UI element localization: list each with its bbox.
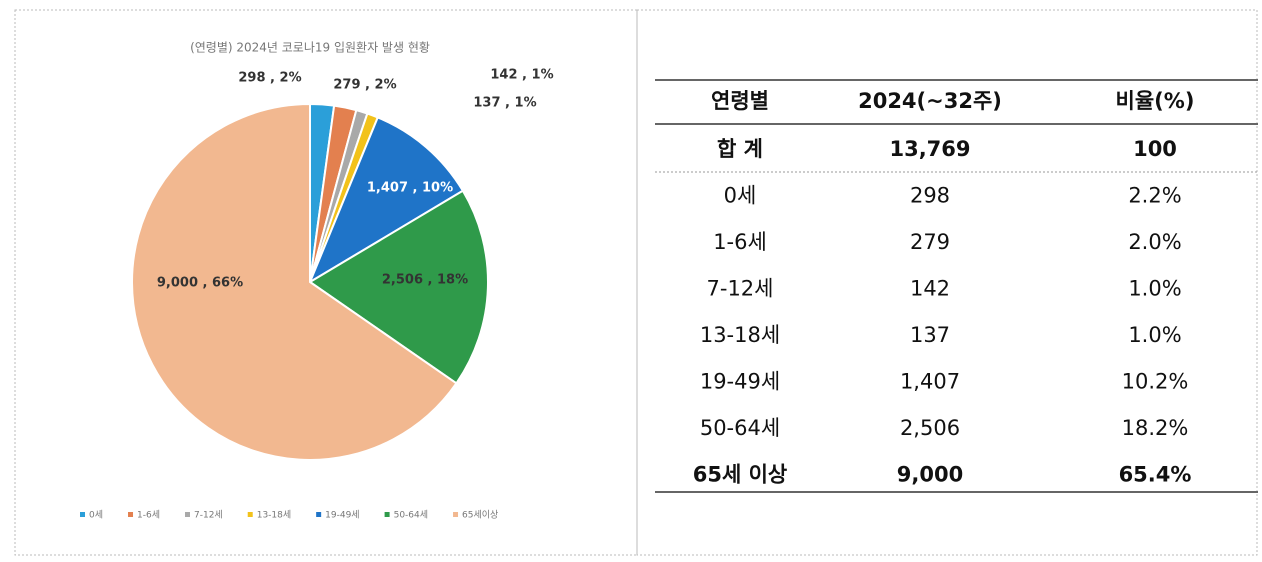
table-header: 2024(~32주) bbox=[858, 89, 1002, 113]
table-cell: 18.2% bbox=[1122, 416, 1189, 440]
data-label: 142 , 1% bbox=[490, 68, 553, 83]
data-label: 9,000 , 66% bbox=[157, 276, 243, 291]
table-cell: 0세 bbox=[724, 184, 757, 208]
data-label: 2,506 , 18% bbox=[382, 273, 468, 288]
table-cell: 137 bbox=[910, 323, 950, 347]
table-cell: 2.0% bbox=[1128, 230, 1181, 254]
pie-slice bbox=[307, 116, 465, 285]
data-label: 1,407 , 10% bbox=[367, 181, 453, 196]
legend-label: 65세이상 bbox=[462, 510, 498, 521]
table-cell: 1-6세 bbox=[713, 230, 767, 254]
legend-label: 50-64세 bbox=[394, 510, 428, 521]
table-header: 연령별 bbox=[711, 89, 769, 113]
table-cell: 1.0% bbox=[1128, 277, 1181, 301]
chart-title: (연령별) 2024년 코로나19 입원환자 발생 현황 bbox=[190, 41, 430, 55]
table-cell: 65.4% bbox=[1119, 463, 1192, 487]
table-cell: 합 계 bbox=[717, 137, 763, 161]
table-cell: 9,000 bbox=[897, 463, 963, 487]
legend-swatch bbox=[453, 512, 459, 517]
legend-label: 1-6세 bbox=[137, 510, 160, 521]
legend-swatch bbox=[247, 512, 253, 517]
pie-slice bbox=[131, 102, 458, 461]
table-cell: 100 bbox=[1133, 137, 1177, 161]
table-cell: 142 bbox=[910, 277, 950, 301]
legend-swatch bbox=[316, 512, 322, 517]
table-frame bbox=[636, 9, 1258, 556]
table-cell: 279 bbox=[910, 230, 950, 254]
table-cell: 13,769 bbox=[889, 137, 970, 161]
legend-label: 13-18세 bbox=[257, 510, 291, 521]
table-cell: 298 bbox=[910, 184, 950, 208]
pie-slice bbox=[308, 189, 489, 385]
chart-frame bbox=[14, 9, 638, 556]
table-cell: 7-12세 bbox=[707, 277, 774, 301]
table-cell: 10.2% bbox=[1122, 370, 1189, 394]
table-cell: 50-64세 bbox=[700, 416, 780, 440]
legend-swatch bbox=[384, 512, 390, 517]
legend-swatch bbox=[185, 512, 190, 517]
table-cell: 65세 이상 bbox=[693, 463, 788, 487]
table-cell: 2.2% bbox=[1128, 184, 1181, 208]
legend-label: 7-12세 bbox=[194, 510, 223, 521]
legend-swatch bbox=[80, 512, 85, 517]
legend-label: 19-49세 bbox=[325, 510, 359, 521]
data-label: 279 , 2% bbox=[333, 78, 396, 93]
table-cell: 13-18세 bbox=[700, 323, 780, 347]
table-cell: 1.0% bbox=[1128, 323, 1181, 347]
data-label: 298 , 2% bbox=[238, 71, 301, 86]
table-header: 비율(%) bbox=[1116, 89, 1195, 113]
table-cell: 2,506 bbox=[900, 416, 960, 440]
table-cell: 19-49세 bbox=[700, 370, 780, 394]
data-label: 137 , 1% bbox=[473, 96, 536, 111]
legend-swatch bbox=[128, 512, 134, 517]
table-cell: 1,407 bbox=[900, 370, 960, 394]
legend-label: 0세 bbox=[89, 510, 103, 521]
